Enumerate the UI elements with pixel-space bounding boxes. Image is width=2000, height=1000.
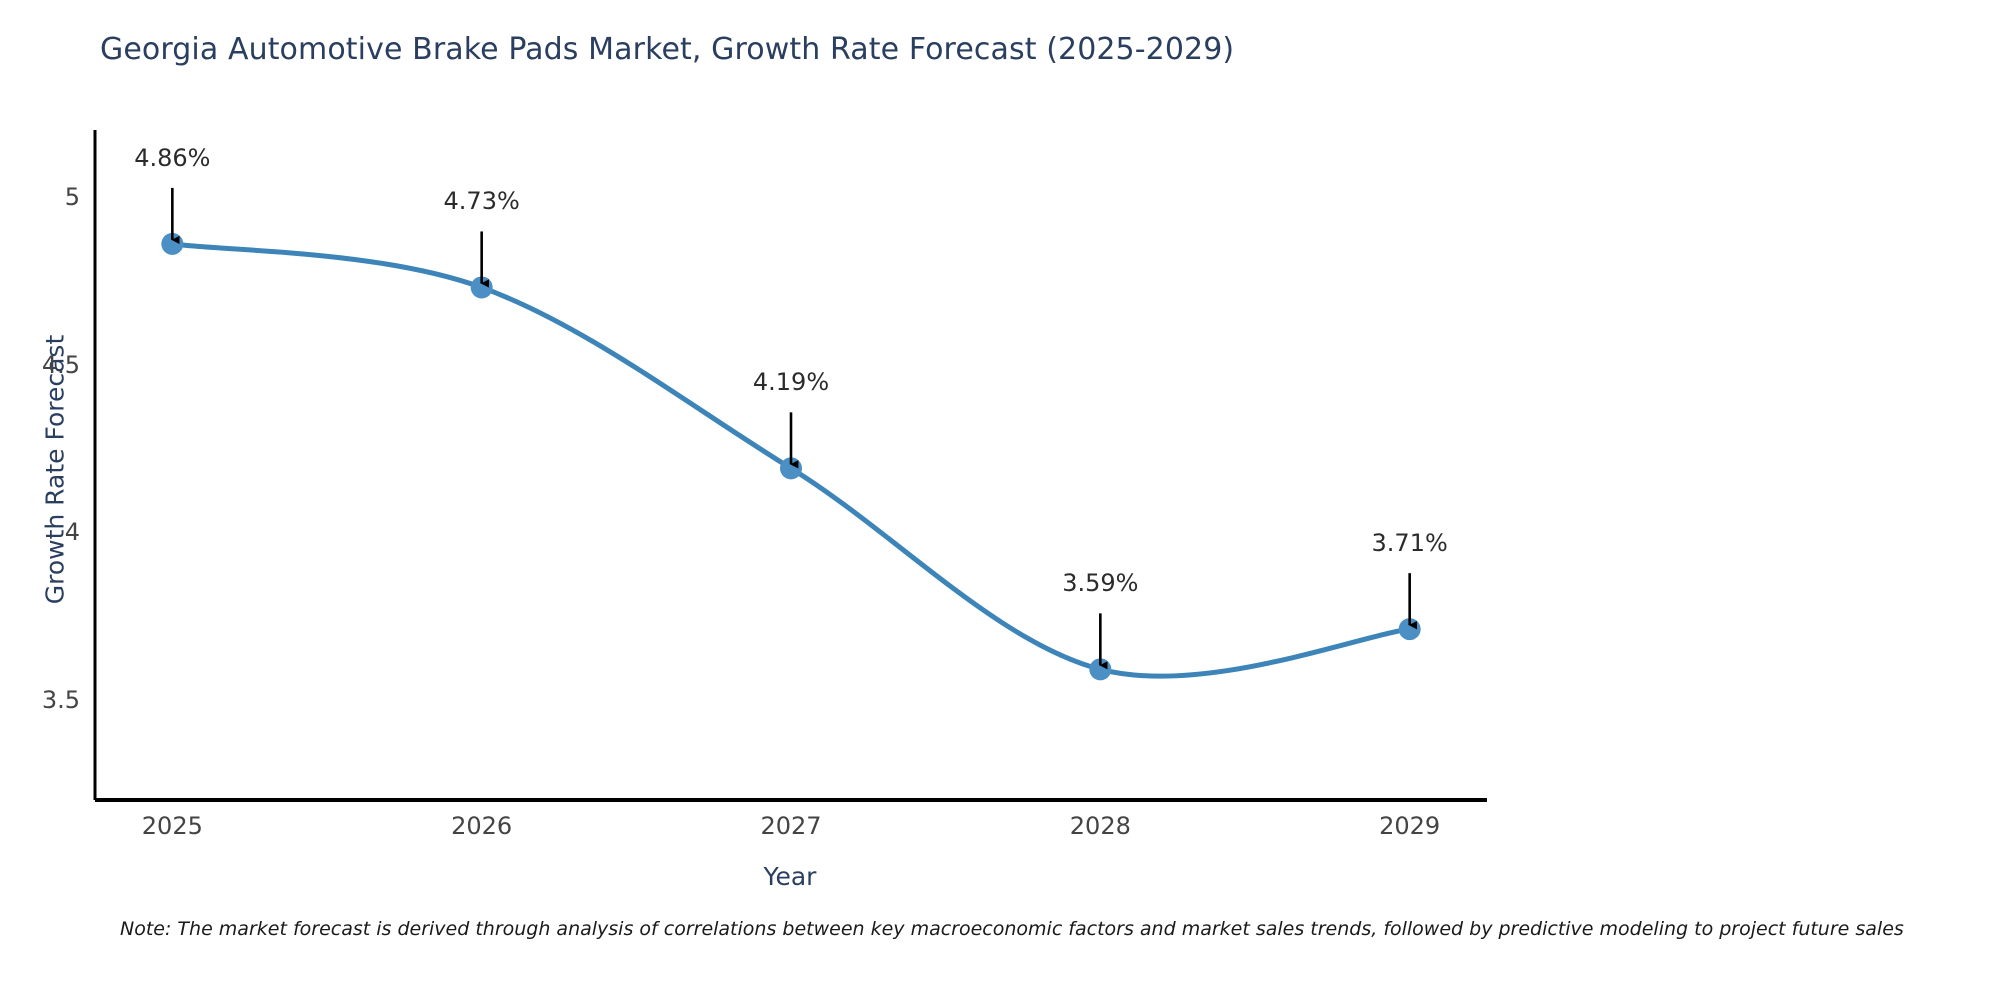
x-tick-label: 2027: [760, 812, 822, 840]
data-point-label: 3.59%: [1062, 569, 1139, 598]
x-tick-label: 2029: [1379, 812, 1441, 840]
x-tick-label: 2026: [451, 812, 513, 840]
y-tick-label: 4.5: [41, 350, 80, 379]
axis-lines: [93, 130, 1487, 802]
data-point-label: 3.71%: [1371, 529, 1448, 558]
data-point-label: 4.86%: [134, 143, 211, 172]
chart-title: Georgia Automotive Brake Pads Market, Gr…: [100, 32, 1235, 67]
footer-note: Note: The market forecast is derived thr…: [120, 918, 1904, 940]
x-axis-title: Year: [763, 862, 817, 891]
annotation-arrows: [171, 187, 1418, 670]
x-tick-label: 2028: [1069, 812, 1131, 840]
y-tick-label: 5: [64, 183, 80, 211]
data-point-label: 4.19%: [752, 368, 830, 397]
x-tick-label: 2025: [141, 812, 203, 840]
y-tick-label: 3.5: [41, 685, 80, 714]
y-tick-label: 4: [64, 518, 80, 546]
data-point-label: 4.73%: [443, 187, 520, 216]
